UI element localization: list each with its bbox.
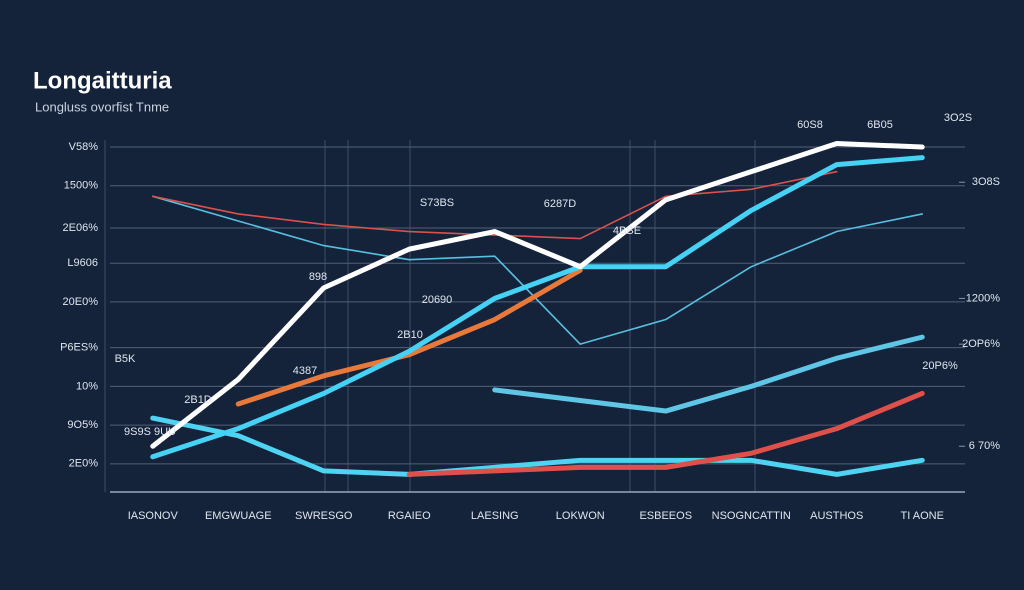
chart-subtitle: Longluss ovorfist Tnme: [35, 99, 169, 114]
annotation: S73BS: [420, 197, 454, 209]
x-tick-label: LOKWON: [556, 510, 605, 522]
annotation: 20690: [422, 294, 453, 306]
annotation: 2B10: [397, 329, 423, 341]
y2-tick-label: 1200%: [966, 292, 1000, 304]
y-tick-label: 10%: [76, 380, 98, 392]
y-tick-label: 2E0%: [69, 458, 99, 470]
y-tick-label: L9606: [67, 257, 98, 269]
annotation: 4387: [293, 365, 317, 377]
series-line: [406, 390, 925, 477]
series-line: [151, 170, 838, 240]
x-tick-label: LAESING: [471, 510, 519, 522]
x-tick-label: ESBEEOS: [639, 510, 692, 522]
y-tick-label: V58%: [69, 141, 99, 153]
x-tick-label: TI AONE: [901, 510, 944, 522]
decor-verticals: [104, 140, 756, 492]
annotation: 6B05: [867, 119, 893, 131]
y2-tick-label: 2OP6%: [962, 338, 1000, 350]
y2-tick-label: 6 70%: [969, 440, 1000, 452]
y-tick-label: 20E0%: [63, 296, 99, 308]
x-tick-label: RGAIEO: [388, 510, 431, 522]
series-line: [150, 141, 925, 449]
chart-title: Longaitturia: [33, 67, 172, 94]
series-line: [151, 195, 924, 345]
series-line: [150, 155, 925, 460]
series-line: [235, 267, 583, 407]
annotation: B5K: [115, 353, 136, 365]
x-tick-label: EMGWUAGE: [205, 510, 272, 522]
series-line: [150, 415, 925, 477]
annotation: 20P6%: [922, 360, 958, 372]
y2-tick-label: 3O8S: [972, 176, 1000, 188]
y-tick-label: 1500%: [64, 180, 98, 192]
y-tick-label: 9O5%: [67, 419, 98, 431]
annotation: 898: [309, 271, 327, 283]
annotation: 6287D: [544, 198, 576, 210]
annotation: 2B1D: [184, 394, 212, 406]
y-tick-label: P6ES%: [60, 342, 98, 354]
x-tick-label: NSOGNCATTIN: [712, 510, 791, 522]
annotation: 4BBE: [613, 225, 641, 237]
x-tick-label: AUSTHOS: [810, 510, 863, 522]
annotation: 3O2S: [944, 112, 972, 124]
x-tick-label: SWRESGO: [295, 510, 353, 522]
annotation: 60S8: [797, 119, 823, 131]
x-tick-label: IASONOV: [128, 510, 179, 522]
y-tick-label: 2E06%: [63, 222, 99, 234]
series-line: [492, 334, 925, 414]
annotation: 9S9S 9UU: [124, 426, 176, 438]
